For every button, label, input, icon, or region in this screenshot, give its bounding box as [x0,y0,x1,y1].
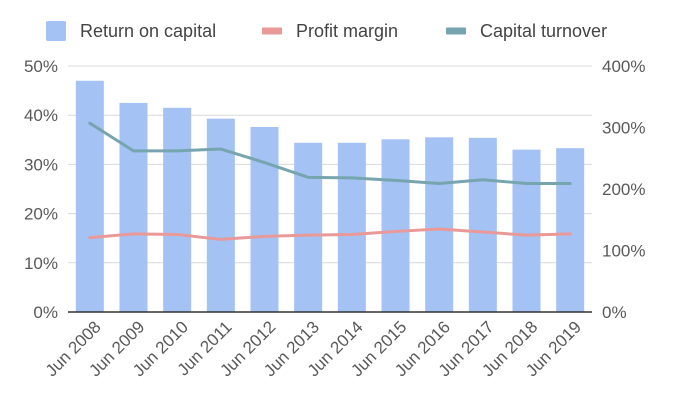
line-profit-margin [88,227,572,241]
legend-label: Capital turnover [480,21,607,41]
bar [163,107,192,312]
right-axis-tick-label: 200% [602,180,645,199]
left-axis-tick-label: 10% [24,254,58,273]
line-capital-turnover [88,121,572,185]
bar [75,80,104,312]
bar [425,137,454,312]
right-axis-tick-label: 0% [602,303,627,322]
gridlines [68,65,592,264]
bar [381,139,410,312]
legend-label: Return on capital [80,21,216,41]
left-axis-tick-label: 50% [24,57,58,76]
legend-label: Profit margin [296,21,398,41]
legend-marker-profit-margin [262,27,282,35]
bar [556,148,585,312]
bar [512,149,541,312]
legend-marker-capital-turnover [446,27,466,35]
legend: Return on capital Profit margin Capital tu… [46,21,607,41]
left-axis-tick-label: 40% [24,106,58,125]
line-series [88,121,572,241]
left-axis-tick-label: 20% [24,205,58,224]
bar [468,137,497,312]
legend-marker-return-on-capital [46,21,66,41]
right-axis-tick-label: 400% [602,57,645,76]
axes: 0%10%20%30%40%50%0%100%200%300%400%Jun 2… [24,57,646,380]
left-axis-tick-label: 0% [33,303,58,322]
right-axis-tick-label: 300% [602,119,645,138]
bar [119,102,148,313]
bar [294,142,323,312]
left-axis-tick-label: 30% [24,155,58,174]
bar-series [75,80,585,313]
bar [337,142,366,312]
bar [250,127,279,313]
right-axis-tick-label: 100% [602,242,645,261]
